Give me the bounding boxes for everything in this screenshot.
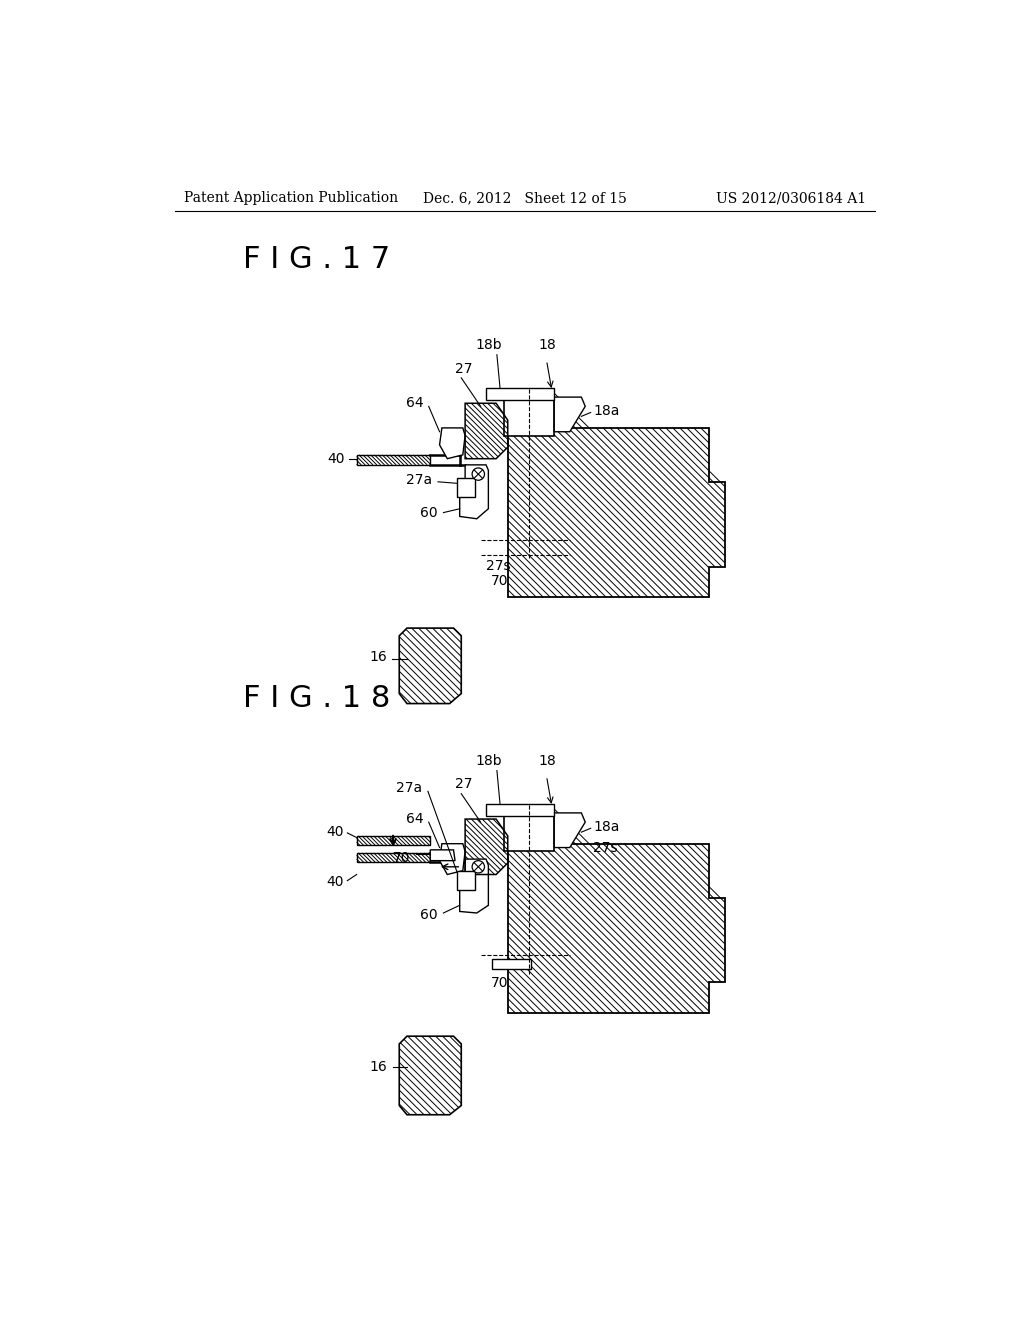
Polygon shape xyxy=(430,850,455,861)
Polygon shape xyxy=(460,859,488,913)
Text: F I G . 1 7: F I G . 1 7 xyxy=(243,244,390,273)
Polygon shape xyxy=(504,389,554,436)
Text: 70: 70 xyxy=(393,850,411,865)
Polygon shape xyxy=(356,836,430,845)
Polygon shape xyxy=(486,388,554,400)
Polygon shape xyxy=(439,428,465,459)
Text: Dec. 6, 2012   Sheet 12 of 15: Dec. 6, 2012 Sheet 12 of 15 xyxy=(423,191,627,206)
Polygon shape xyxy=(493,960,531,969)
Text: 60: 60 xyxy=(421,908,438,921)
Text: 27a: 27a xyxy=(396,781,423,795)
Polygon shape xyxy=(554,397,586,432)
Text: 70: 70 xyxy=(490,977,508,990)
Polygon shape xyxy=(465,404,508,459)
Text: F I G . 1 8: F I G . 1 8 xyxy=(243,684,390,713)
Text: 40: 40 xyxy=(326,825,343,840)
Polygon shape xyxy=(504,805,554,851)
Polygon shape xyxy=(356,455,430,465)
Polygon shape xyxy=(554,813,586,847)
Circle shape xyxy=(472,469,484,480)
Polygon shape xyxy=(486,804,554,816)
Polygon shape xyxy=(399,1036,461,1114)
Text: 27: 27 xyxy=(455,777,472,792)
Text: 18b: 18b xyxy=(475,754,502,768)
Polygon shape xyxy=(460,465,488,519)
Text: 18a: 18a xyxy=(593,820,620,834)
Polygon shape xyxy=(399,628,461,704)
Polygon shape xyxy=(356,853,430,862)
Text: US 2012/0306184 A1: US 2012/0306184 A1 xyxy=(716,191,866,206)
Text: 64: 64 xyxy=(407,396,424,411)
Circle shape xyxy=(472,861,484,873)
Text: 18b: 18b xyxy=(475,338,502,352)
Text: 16: 16 xyxy=(370,1060,388,1074)
Polygon shape xyxy=(458,478,475,498)
Polygon shape xyxy=(508,805,725,1014)
Text: 27: 27 xyxy=(455,362,472,376)
Polygon shape xyxy=(458,871,475,890)
Text: 18: 18 xyxy=(539,338,556,352)
Text: 18a: 18a xyxy=(593,404,620,418)
Text: 16: 16 xyxy=(370,651,388,664)
Text: Patent Application Publication: Patent Application Publication xyxy=(183,191,398,206)
Polygon shape xyxy=(439,843,465,874)
Text: 27a: 27a xyxy=(406,474,432,487)
Text: 27s: 27s xyxy=(486,558,511,573)
Polygon shape xyxy=(508,389,725,597)
Text: 40: 40 xyxy=(326,875,343,890)
Text: 64: 64 xyxy=(407,812,424,826)
Text: 70: 70 xyxy=(490,574,508,589)
Text: 40: 40 xyxy=(328,451,345,466)
Polygon shape xyxy=(465,818,508,874)
Text: 18: 18 xyxy=(539,754,556,768)
Text: 27s: 27s xyxy=(593,841,617,854)
Text: 60: 60 xyxy=(421,506,438,520)
